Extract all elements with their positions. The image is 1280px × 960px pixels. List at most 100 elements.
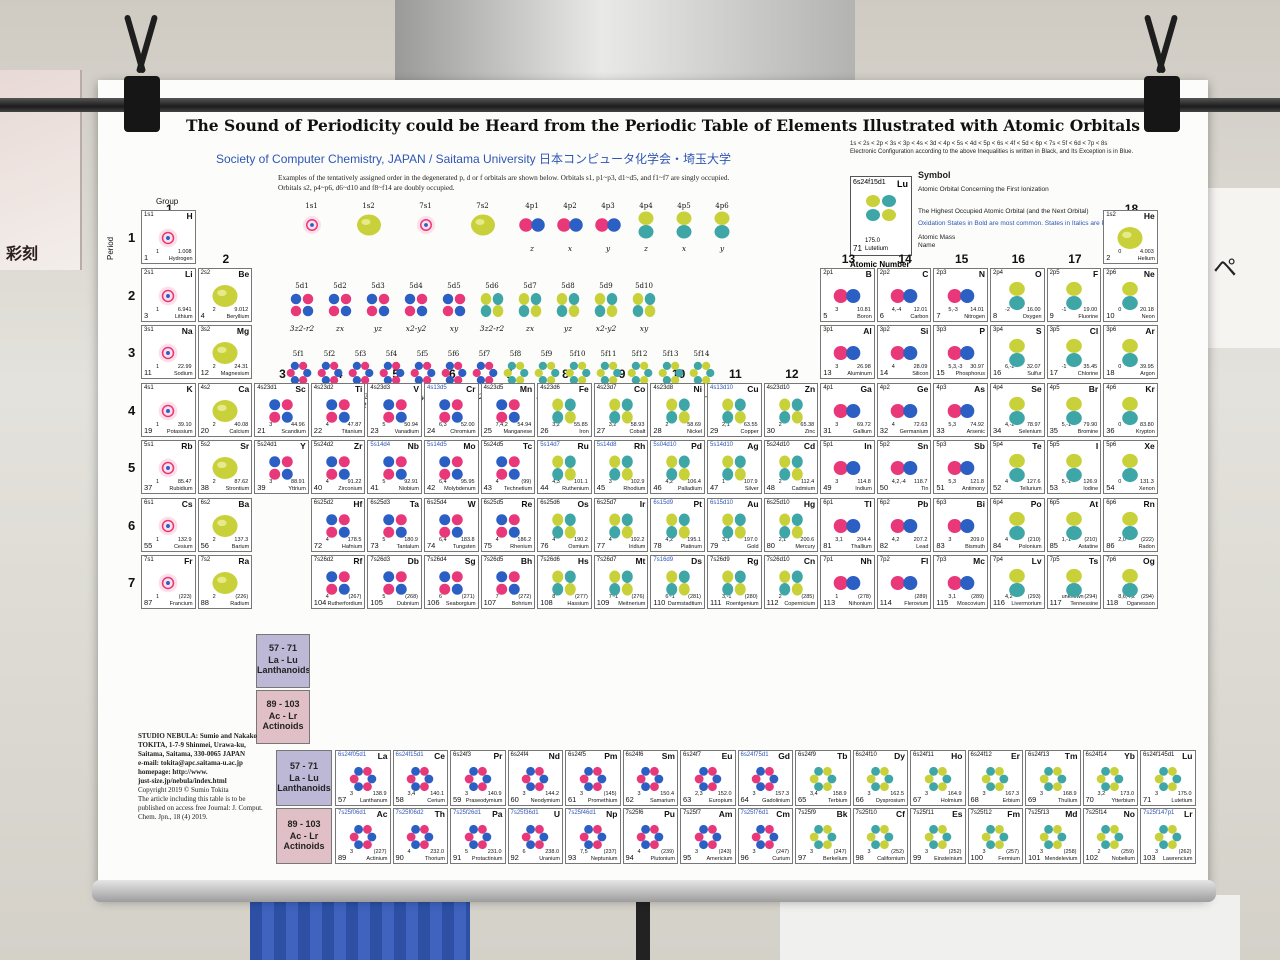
element-at[interactable]: 6p5 At 1,-1 (210) 85 Astatine <box>1046 497 1102 552</box>
element-bi[interactable]: 6p3 Bi 3 209.0 83 Bismuth <box>933 497 988 552</box>
lanthanoid-lu[interactable]: 6s24f145d1 Lu 3 175.0 71 Lutetium <box>1140 750 1196 806</box>
actinoid-pu[interactable]: 7s25f6 Pu 4 (239) 94 Plutonium <box>622 808 678 864</box>
element-ne[interactable]: 2p6 Ne 0 20.18 10 Neon <box>1103 267 1158 322</box>
lanthanoid-eu[interactable]: 6s24f7 Eu 2,3 152.0 63 Europium <box>680 750 736 806</box>
lanthanoid-tm[interactable]: 6s24f13 Tm 3 168.9 69 Thulium <box>1025 750 1081 806</box>
actinoid-cm[interactable]: 7s25f76d1 Cm 3 (247) 96 Curium <box>737 808 793 864</box>
element-i[interactable]: 5p5 I 5,-1 126.9 53 Iodine <box>1046 440 1102 494</box>
element-nh[interactable]: 7p1 Nh 1 (278) 113 Nihonium <box>820 555 875 609</box>
element-sg[interactable]: 7s26d4 Sg 6 (271) 106 Seaborgium <box>424 555 479 609</box>
element-w[interactable]: 6s25d4 W 6,4 183.8 74 Tungsten <box>424 497 479 552</box>
actinoid-u[interactable]: 7s25f36d1 U 6 238.0 92 Uranium <box>507 808 563 864</box>
lanthanoid-ce[interactable]: 6s24f15d1 Ce 3,4 140.1 58 Cerium <box>392 750 448 806</box>
element-o[interactable]: 2p4 O -2 16.00 8 Oxygen <box>990 267 1045 322</box>
element-sc[interactable]: 4s23d1 Sc 3 44.96 21 Scandium <box>254 382 309 437</box>
element-au[interactable]: 6s15d10 Au 3,1 197.0 79 Gold <box>707 497 762 552</box>
actinoid-pa[interactable]: 7s25f26d1 Pa 5 231.0 91 Protactinium <box>450 808 506 864</box>
element-mt[interactable]: 7s26d7 Mt 7~1 (276) 109 Meitnerium <box>593 555 649 609</box>
element-rb[interactable]: 5s1 Rb 1 85.47 37 Rubidium <box>141 440 196 494</box>
element-os[interactable]: 6s25d6 Os 4 190.2 76 Osmium <box>537 497 592 552</box>
lanthanoid-yb[interactable]: 6s24f14 Yb 3,2 173.0 70 Ytterbium <box>1082 750 1138 806</box>
actinoid-no[interactable]: 7s25f14 No 2 (259) 102 Nobelium <box>1082 808 1138 864</box>
element-cr[interactable]: 4s13d5 Cr 6,3 52.00 24 Chromium <box>424 382 479 437</box>
actinoid-md[interactable]: 7s25f13 Md 3 (258) 101 Mendelevium <box>1025 808 1081 864</box>
element-te[interactable]: 5p4 Te 4 127.6 52 Tellurium <box>990 440 1045 494</box>
element-na[interactable]: 3s1 Na 1 22.99 11 Sodium <box>141 325 196 379</box>
element-sn[interactable]: 5p2 Sn 4,2,-4 118.7 50 Tin <box>876 440 932 494</box>
element-in[interactable]: 5p1 In 3 114.8 49 Indium <box>820 440 875 494</box>
element-fe[interactable]: 4s23d6 Fe 3,2 55.85 26 Iron <box>537 382 592 437</box>
element-bh[interactable]: 7s26d5 Bh 7 (272) 107 Bohrium <box>480 555 536 609</box>
element-pt[interactable]: 6s15d9 Pt 4,2 195.1 78 Platinum <box>650 497 705 552</box>
element-be[interactable]: 2s2 Be 2 9.012 4 Beryllium <box>197 267 253 322</box>
element-db[interactable]: 7s26d3 Db 5 (268) 105 Dubnium <box>367 555 422 609</box>
element-zn[interactable]: 4s23d10 Zn 2 65.38 30 Zinc <box>763 382 819 437</box>
actinoid-fm[interactable]: 7s25f12 Fm 3 (257) 100 Fermium <box>967 808 1023 864</box>
element-og[interactable]: 7p6 Og 8,6,4,2 (294) 118 Oganesson <box>1103 555 1158 609</box>
element-mo[interactable]: 5s14d5 Mo 6,4 95.95 42 Molybdenum <box>424 440 479 494</box>
element-mn[interactable]: 4s23d5 Mn 7,4,2 54.94 25 Manganese <box>480 382 536 437</box>
element-ta[interactable]: 6s25d3 Ta 5 180.9 73 Tantalum <box>367 497 422 552</box>
element-rg[interactable]: 7s26d9 Rg 3,-1 (280) 111 Roentgenium <box>707 555 762 609</box>
element-ag[interactable]: 5s14d10 Ag 1 107.9 47 Silver <box>707 440 762 494</box>
lanthanoid-dy[interactable]: 6s24f10 Dy 3 162.5 66 Dysprosium <box>852 750 908 806</box>
lanthanoid-la[interactable]: 6s24f05d1 La 3 138.9 57 Lanthanum <box>335 750 391 806</box>
actinoid-am[interactable]: 7s25f7 Am 3 (243) 95 Americium <box>680 808 736 864</box>
element-si[interactable]: 3p2 Si 4 28.09 14 Silicon <box>876 325 932 379</box>
element-br[interactable]: 4p5 Br 5,-1 79.90 35 Bromine <box>1046 382 1102 437</box>
element-cs[interactable]: 6s1 Cs 1 132.9 55 Cesium <box>141 497 196 552</box>
element-h[interactable]: 1s1 H 1 1.008 1 Hydrogen <box>141 210 196 264</box>
actinoid-np[interactable]: 7s25f46d1 Np 7,5 (237) 93 Neptunium <box>565 808 621 864</box>
element-se[interactable]: 4p4 Se 4,-2 78.97 34 Selenium <box>990 382 1045 437</box>
element-ca[interactable]: 4s2 Ca 2 40.08 20 Calcium <box>197 382 253 437</box>
element-k[interactable]: 4s1 K 1 39.10 19 Potassium <box>141 382 196 437</box>
element-hg[interactable]: 6s25d10 Hg 2,1 200.6 80 Mercury <box>763 497 819 552</box>
lanthanoid-pm[interactable]: 6s24f5 Pm 3 (145) 61 Promethium <box>565 750 621 806</box>
element-ir[interactable]: 6s25d7 Ir 4 192.2 77 Iridium <box>593 497 649 552</box>
element-ds[interactable]: 7s16d9 Ds 6~1 (281) 110 Darmstadtium <box>650 555 705 609</box>
element-sr[interactable]: 5s2 Sr 2 87.62 38 Strontium <box>197 440 253 494</box>
element-cd[interactable]: 5s24d10 Cd 2 112.4 48 Cadmium <box>763 440 819 494</box>
element-ti[interactable]: 4s23d2 Ti 4 47.87 22 Titanium <box>310 382 366 437</box>
actinoid-bk[interactable]: 7s25f9 Bk 3 (247) 97 Berkelium <box>795 808 851 864</box>
element-po[interactable]: 6p4 Po 4 (210) 84 Polonium <box>990 497 1045 552</box>
element-as[interactable]: 4p3 As 5,3 74.92 33 Arsenic <box>933 382 988 437</box>
element-f[interactable]: 2p5 F -1 19.00 9 Fluorine <box>1046 267 1102 322</box>
element-cu[interactable]: 4s13d10 Cu 2,1 63.55 29 Copper <box>707 382 762 437</box>
element-ra[interactable]: 7s2 Ra 2 (226) 88 Radium <box>197 555 253 609</box>
element-ru[interactable]: 5s14d7 Ru 4,3 101.1 44 Ruthenium <box>537 440 592 494</box>
element-ge[interactable]: 4p2 Ge 4 72.63 32 Germanium <box>876 382 932 437</box>
lanthanoid-pr[interactable]: 6s24f3 Pr 3 140.9 59 Praseodymium <box>450 750 506 806</box>
element-ga[interactable]: 4p1 Ga 3 69.72 31 Gallium <box>820 382 875 437</box>
element-xe[interactable]: 5p6 Xe 0 131.3 54 Xenon <box>1103 440 1158 494</box>
element-tl[interactable]: 6p1 Tl 3,1 204.4 81 Thallium <box>820 497 875 552</box>
actinoid-th[interactable]: 7s25f06d2 Th 4 232.0 90 Thorium <box>392 808 448 864</box>
element-lv[interactable]: 7p4 Lv 4,2 (293) 116 Livermorium <box>990 555 1045 609</box>
actinoid-cf[interactable]: 7s25f10 Cf 3 (252) 98 Californium <box>852 808 908 864</box>
element-ba[interactable]: 6s2 Ba 2 137.3 56 Barium <box>197 497 253 552</box>
element-pb[interactable]: 6p2 Pb 4,2 207.2 82 Lead <box>876 497 932 552</box>
element-c[interactable]: 2p2 C 4,-4 12.01 6 Carbon <box>876 267 932 322</box>
actinoid-es[interactable]: 7s25f11 Es 3 (252) 99 Einsteinium <box>910 808 966 864</box>
element-re[interactable]: 6s25d5 Re 4 186.2 75 Rhenium <box>480 497 536 552</box>
element-he[interactable]: 1s2 He 0 4.003 2 Helium <box>1103 210 1158 264</box>
element-y[interactable]: 5s24d1 Y 3 88.91 39 Yttrium <box>254 440 309 494</box>
lanthanoid-er[interactable]: 6s24f12 Er 3 167.3 68 Erbium <box>967 750 1023 806</box>
element-rf[interactable]: 7s26d2 Rf 4 (267) 104 Rutherfordium <box>310 555 366 609</box>
element-al[interactable]: 3p1 Al 3 26.98 13 Aluminum <box>820 325 875 379</box>
element-v[interactable]: 4s23d3 V 5 50.94 23 Vanadium <box>367 382 422 437</box>
lanthanoid-sm[interactable]: 6s24f6 Sm 3 150.4 62 Samarium <box>622 750 678 806</box>
lanthanoid-tb[interactable]: 6s24f9 Tb 3,4 158.9 65 Terbium <box>795 750 851 806</box>
element-b[interactable]: 2p1 B 3 10.81 5 Boron <box>820 267 875 322</box>
element-mg[interactable]: 3s2 Mg 2 24.31 12 Magnesium <box>197 325 253 379</box>
element-fr[interactable]: 7s1 Fr 1 (223) 87 Francium <box>141 555 196 609</box>
actinoid-ac[interactable]: 7s25f06d1 Ac 3 (227) 89 Actinium <box>335 808 391 864</box>
element-ar[interactable]: 3p6 Ar 0 39.95 18 Argon <box>1103 325 1158 379</box>
element-p[interactable]: 3p3 P 5,3,-3 30.97 15 Phosphorus <box>933 325 988 379</box>
lanthanoid-nd[interactable]: 6s24f4 Nd 3 144.2 60 Neodymium <box>507 750 563 806</box>
element-zr[interactable]: 5s24d2 Zr 4 91.22 40 Zirconium <box>310 440 366 494</box>
element-rh[interactable]: 5s14d8 Rh 3 102.9 45 Rhodium <box>593 440 649 494</box>
element-s[interactable]: 3p4 S 6,-2 32.07 16 Sulfur <box>990 325 1045 379</box>
lanthanoid-gd[interactable]: 6s24f75d1 Gd 3 157.3 64 Gadolinium <box>737 750 793 806</box>
